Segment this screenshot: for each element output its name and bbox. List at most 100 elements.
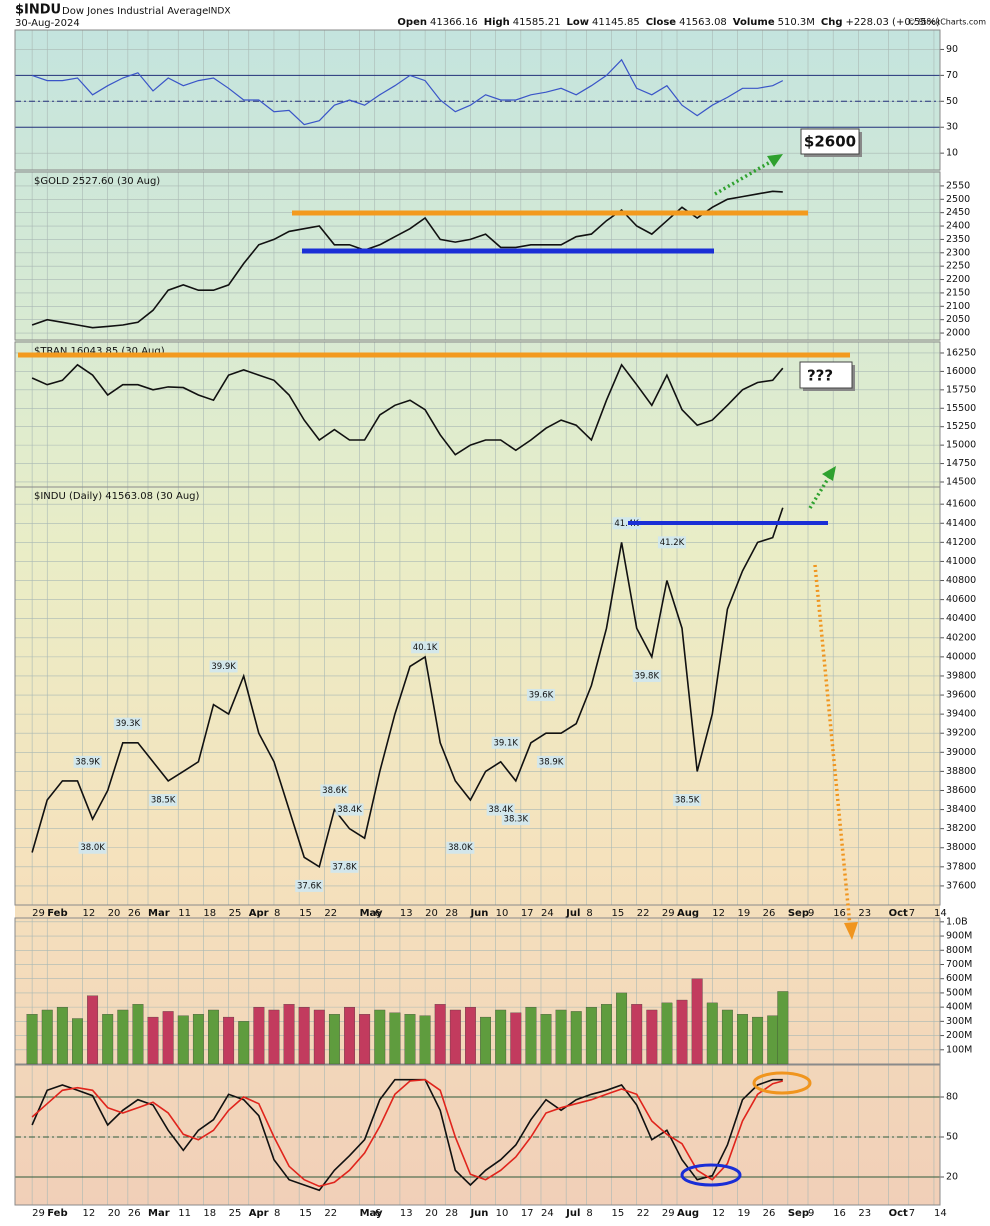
x-tick-label: Jul — [565, 908, 580, 919]
arrow-head — [822, 466, 836, 481]
plot: 1030507090200020502100215022002250230023… — [14, 29, 976, 1219]
x-tick-label: 12 — [712, 908, 725, 919]
price-label-box — [526, 689, 555, 702]
y-tick-label: 800M — [946, 945, 972, 956]
x-tick-label: 6 — [375, 908, 381, 919]
quote-value: 41145.85 — [592, 17, 640, 28]
x-tick-label: 11 — [178, 908, 191, 919]
y-tick-label: 2300 — [946, 247, 970, 258]
x-tick-label: 16 — [833, 908, 846, 919]
price-line — [31, 507, 784, 869]
x-tick-label: Jun — [469, 908, 488, 919]
volume-bar — [283, 1004, 295, 1065]
x-tick-label: 26 — [763, 1208, 776, 1219]
volume-bar — [676, 999, 688, 1065]
volume-bar — [253, 1006, 265, 1065]
y-tick-label: 15000 — [946, 440, 976, 451]
price-label: 40.1K — [413, 643, 438, 653]
price-label: 38.9K — [75, 757, 100, 767]
x-tick-label: 13 — [400, 908, 413, 919]
y-tick-label: 1.0B — [946, 916, 968, 927]
quote-value: 510.3M — [778, 17, 815, 28]
price-label: 38.9K — [539, 757, 564, 767]
volume-bar — [585, 1006, 597, 1065]
arrow-head — [767, 154, 783, 167]
y-tick-label: 50 — [946, 1132, 958, 1143]
x-tick-label: Jul — [565, 1208, 580, 1219]
price-label-box — [78, 841, 107, 854]
y-tick-label: 41200 — [946, 537, 976, 548]
x-tick-label: 19 — [737, 1208, 750, 1219]
quote-label: Low — [567, 17, 589, 28]
y-tick-label: 40200 — [946, 632, 976, 643]
price-label: 39.8K — [635, 671, 660, 681]
x-tick-label: 24 — [541, 1208, 554, 1219]
volume-bar — [298, 1006, 310, 1065]
price-label: 37.6K — [297, 881, 322, 891]
price-line — [31, 1078, 784, 1188]
price-label: 39.1K — [493, 738, 518, 748]
x-tick-label: Apr — [249, 1208, 269, 1219]
x-tick-label: 18 — [203, 908, 216, 919]
y-tick-label: 38200 — [946, 823, 976, 834]
quote-value: 41563.08 — [679, 17, 727, 28]
y-tick-label: 40600 — [946, 594, 976, 605]
volume-bar — [449, 1009, 461, 1065]
panel-frame — [14, 1064, 941, 1206]
panel-frame — [14, 29, 941, 171]
symbol: $INDU — [15, 3, 61, 18]
volume-bar — [87, 995, 99, 1065]
price-label-box — [295, 879, 324, 892]
quote-value: +228.03 (+0.55%) — [846, 17, 941, 28]
drawings: $2600 ??? — [18, 128, 862, 1187]
y-tick-label: 700M — [946, 959, 972, 970]
quote-label: High — [484, 17, 510, 28]
volume-bar — [661, 1002, 673, 1065]
y-tick-label: 2050 — [946, 314, 970, 325]
y-tick-label: 100M — [946, 1044, 972, 1055]
y-tick-label: 80 — [946, 1092, 958, 1103]
panel-frame — [14, 171, 941, 341]
y-tick-label: 70 — [946, 70, 958, 81]
price-label-box — [673, 794, 702, 807]
price-label: 41.4K — [614, 519, 639, 529]
volume-bar — [41, 1009, 53, 1065]
price-label-box — [486, 803, 515, 816]
quote: Open 41366.16 High 41585.21 Low 41145.85 Close… — [397, 17, 940, 28]
price-label-box — [330, 860, 359, 873]
price-label: 39.3K — [116, 719, 141, 729]
volume-bar — [721, 1009, 733, 1065]
quote-label: Close — [646, 17, 677, 28]
volume-bar — [192, 1014, 204, 1065]
y-tick-label: 2150 — [946, 287, 970, 298]
y-tick-label: 41600 — [946, 499, 976, 510]
y-tick-label: 20 — [946, 1172, 958, 1183]
price-label-box — [632, 669, 661, 682]
exchange: INDX — [208, 7, 230, 17]
volume-bar — [268, 1009, 280, 1065]
volume-bar — [570, 1011, 582, 1065]
price-label: 39.6K — [529, 691, 554, 701]
volume-bar — [238, 1021, 250, 1065]
y-tick-label: 38600 — [946, 785, 976, 796]
volume-bar — [555, 1009, 567, 1065]
x-tick-label: 9 — [808, 908, 814, 919]
price-label: 38.6K — [322, 786, 347, 796]
panel-title: $GOLD 2527.60 (30 Aug) — [34, 176, 160, 187]
x-tick-label: 12 — [83, 1208, 96, 1219]
volume-bar — [419, 1015, 431, 1065]
price-line — [31, 363, 784, 456]
y-tick-label: 39800 — [946, 670, 976, 681]
y-tick-label: 2500 — [946, 194, 970, 205]
trend-arrow — [813, 564, 852, 927]
x-tick-label: 29 — [662, 908, 675, 919]
price-label-box — [73, 755, 102, 768]
x-tick-label: Mar — [148, 908, 170, 919]
x-tick-label: 20 — [425, 908, 438, 919]
y-tick-label: 2550 — [946, 180, 970, 191]
price-label-box — [113, 717, 142, 730]
volume-bar — [177, 1015, 189, 1065]
volume-bar — [208, 1009, 219, 1065]
x-tick-label: 9 — [808, 1208, 814, 1219]
y-tick-label: 38000 — [946, 842, 976, 853]
